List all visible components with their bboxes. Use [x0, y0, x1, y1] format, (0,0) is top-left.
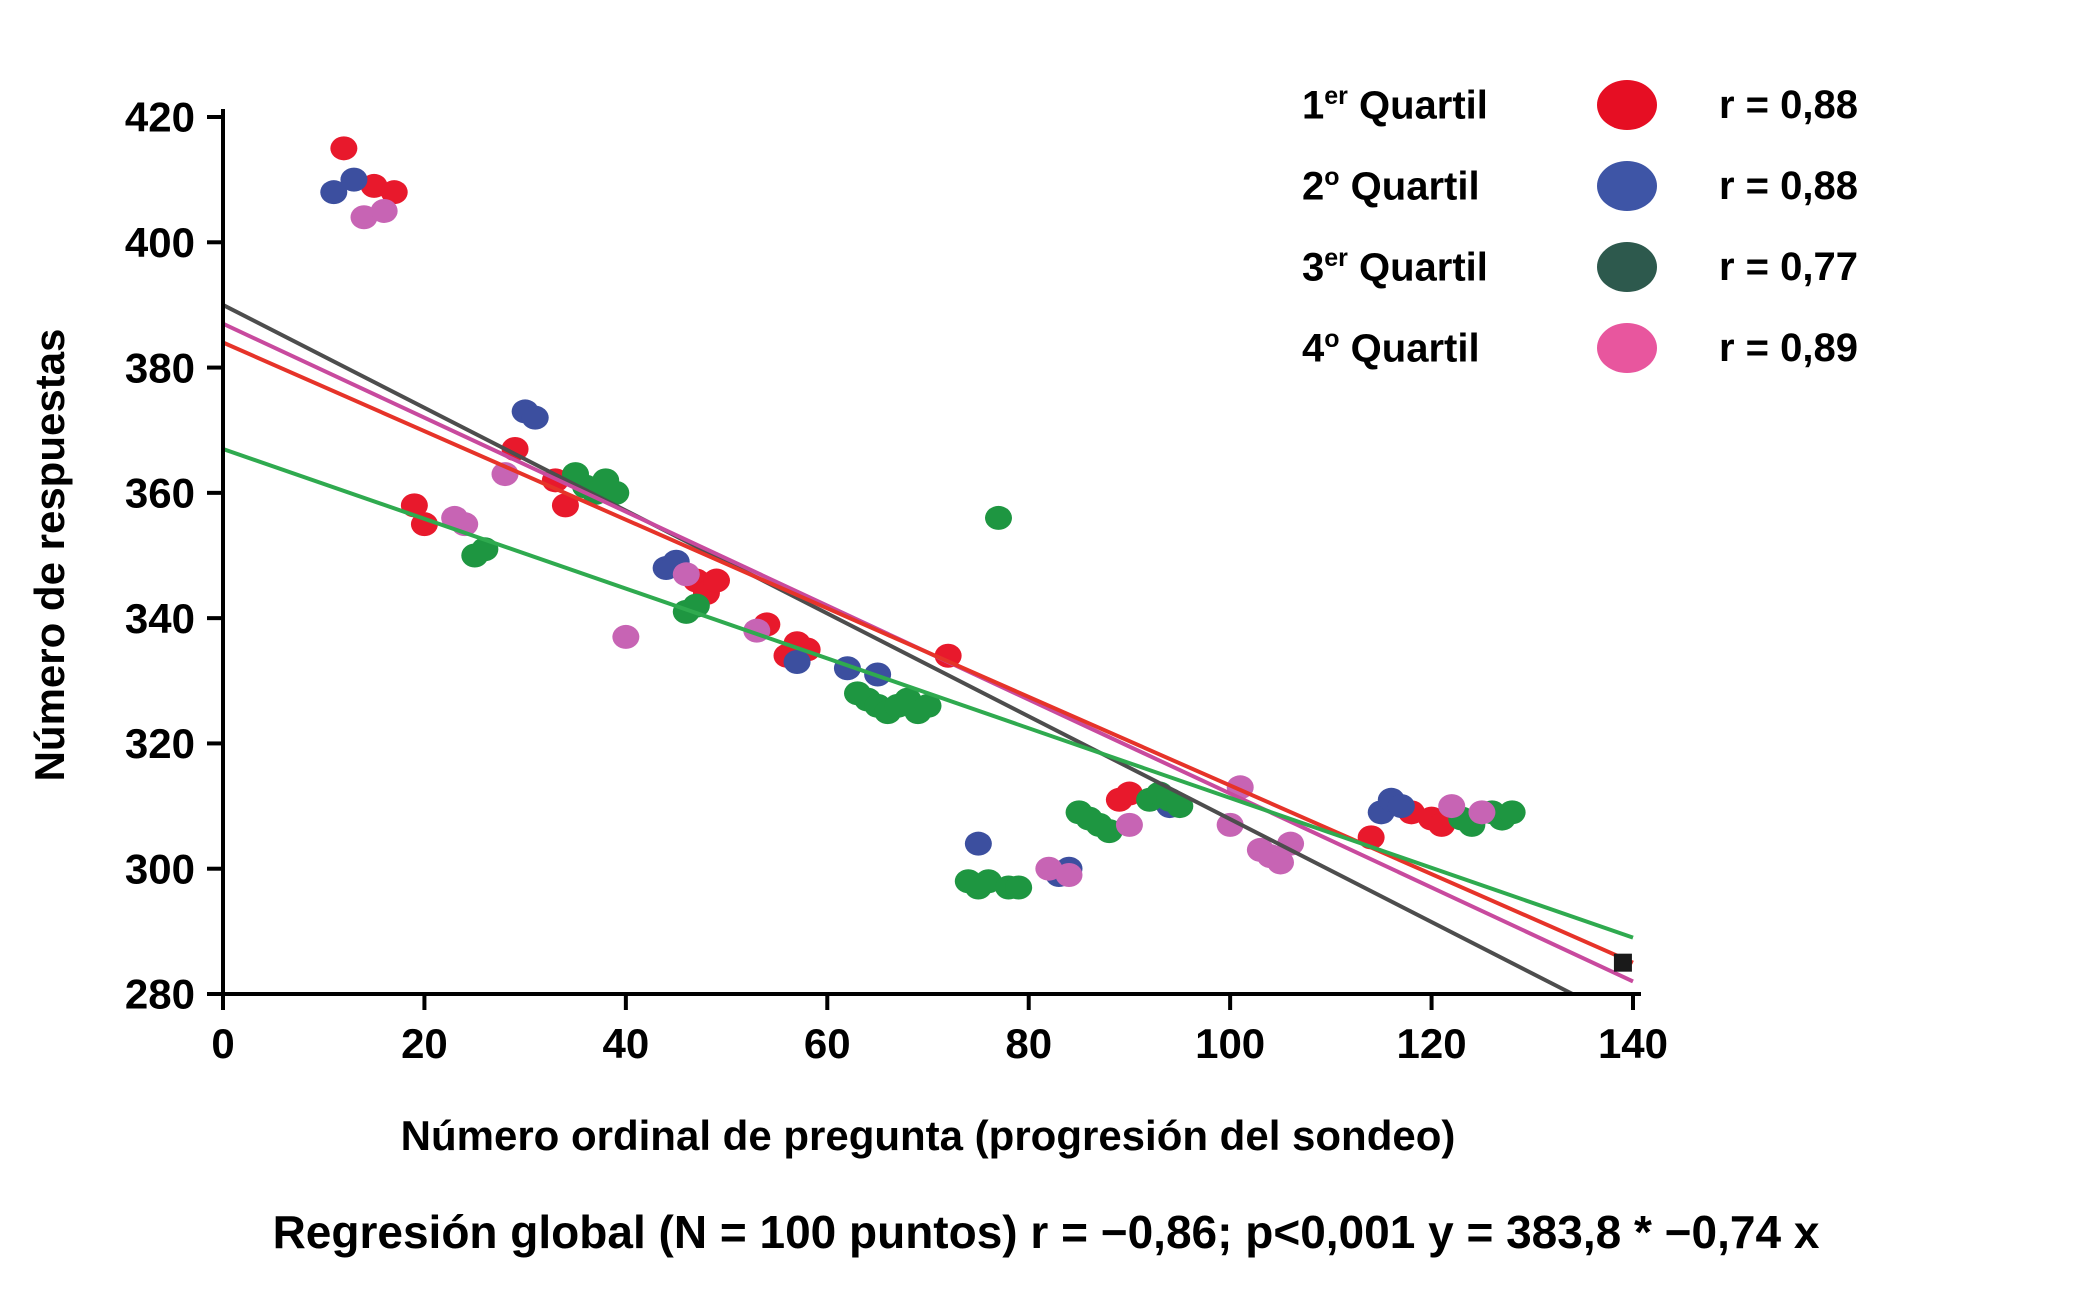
x-tick-label: 60 — [804, 1020, 851, 1067]
legend-r-value: r = 0,88 — [1719, 82, 1859, 127]
data-point-q3 — [914, 693, 942, 718]
x-tick-label: 0 — [211, 1020, 234, 1067]
y-tick-label: 280 — [125, 971, 195, 1018]
y-tick-label: 340 — [125, 595, 195, 642]
data-point-q2 — [521, 405, 549, 430]
data-point-q2 — [320, 180, 348, 205]
regression-end-marker — [1613, 953, 1632, 972]
data-point-q1 — [934, 643, 962, 668]
legend-item: 4o Quartil r = 0,89 — [1302, 316, 1858, 380]
x-axis-label: Número ordinal de pregunta (progresión d… — [400, 1112, 1456, 1159]
data-point-q4 — [1115, 812, 1143, 837]
data-point-q3 — [985, 505, 1012, 530]
legend: 1er Quartil r = 0,88 2o Quartil r = 0,88 3er… — [1302, 73, 1858, 380]
regression-line-green — [222, 447, 1634, 940]
x-tick-label: 20 — [401, 1020, 448, 1067]
data-point-q4 — [1267, 850, 1294, 875]
x-tick-label: 140 — [1598, 1020, 1668, 1067]
data-point-q1 — [330, 136, 358, 161]
data-point-q4 — [1055, 862, 1083, 887]
legend-item: 2o Quartil r = 0,88 — [1302, 154, 1858, 218]
y-axis-label: Número de respuestas — [26, 328, 73, 782]
y-tick-label: 400 — [125, 219, 195, 266]
y-tick-label: 380 — [125, 344, 195, 391]
x-tick-label: 100 — [1195, 1020, 1265, 1067]
data-point-q4 — [370, 198, 398, 223]
y-tick-label: 360 — [125, 470, 195, 517]
legend-label: 2o Quartil — [1302, 162, 1480, 209]
regression-line-red — [222, 340, 1634, 965]
x-tick-label: 120 — [1397, 1020, 1467, 1067]
data-point-q3 — [1498, 800, 1526, 825]
data-point-q1 — [703, 568, 730, 593]
legend-label: 4o Quartil — [1302, 324, 1480, 371]
x-tick-label: 80 — [1005, 1020, 1052, 1067]
regression-caption: Regresión global (N = 100 puntos) r = −0… — [272, 1206, 1820, 1258]
data-point-q2 — [1387, 794, 1415, 819]
data-point-q3 — [1005, 875, 1033, 900]
data-point-q4 — [1468, 800, 1496, 825]
legend-r-value: r = 0,77 — [1719, 244, 1859, 289]
legend-label: 1er Quartil — [1302, 81, 1488, 128]
data-point-q4 — [612, 624, 640, 649]
legend-color-dot — [1597, 80, 1657, 130]
data-point-q2 — [964, 831, 992, 856]
legend-label: 3er Quartil — [1302, 243, 1488, 290]
y-tick-label: 320 — [125, 720, 195, 767]
data-point-q4 — [672, 562, 700, 587]
legend-item: 1er Quartil r = 0,88 — [1302, 73, 1858, 137]
data-point-q3 — [1166, 794, 1194, 819]
legend-r-value: r = 0,89 — [1719, 325, 1859, 370]
data-point-q4 — [1438, 794, 1466, 819]
data-point-q2 — [783, 649, 811, 674]
legend-color-dot — [1597, 161, 1657, 211]
data-point-q4 — [1216, 812, 1244, 837]
y-tick-label: 420 — [125, 94, 195, 141]
y-tick-label: 300 — [125, 845, 195, 892]
regression-line-global-dark — [222, 303, 1574, 996]
data-point-q4 — [1277, 831, 1305, 856]
legend-item: 3er Quartil r = 0,77 — [1302, 235, 1858, 299]
legend-color-dot — [1597, 323, 1657, 373]
data-point-q1 — [551, 493, 579, 518]
legend-color-dot — [1597, 242, 1657, 292]
data-point-q2 — [340, 167, 368, 192]
legend-r-value: r = 0,88 — [1719, 163, 1859, 208]
data-point-q3 — [602, 480, 630, 505]
data-point-q1 — [380, 180, 408, 205]
x-tick-label: 40 — [602, 1020, 649, 1067]
